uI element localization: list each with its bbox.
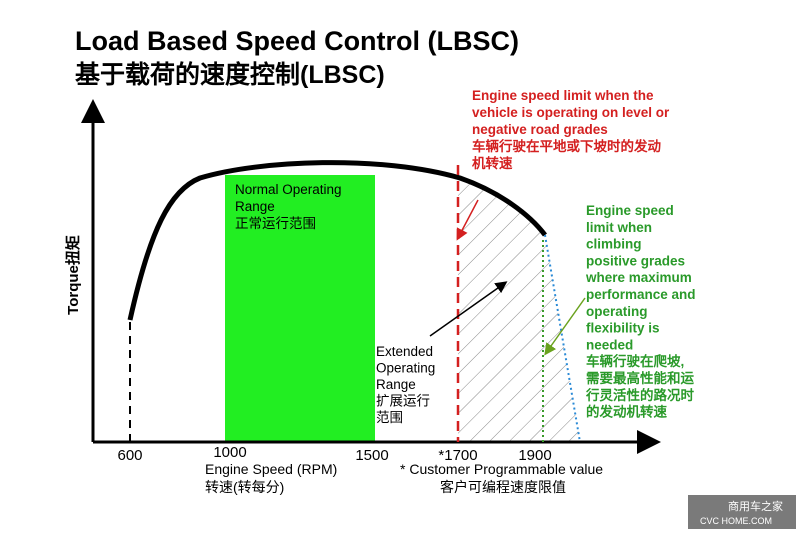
green-annotation: where maximum <box>585 270 692 285</box>
red-annotation: 车辆行驶在平地或下坡时的发动 <box>472 138 661 154</box>
x-tick-label: 1000 <box>213 444 246 461</box>
x-axis-label-cn: 转速(转每分) <box>205 479 284 495</box>
subtitle: 基于载荷的速度控制(LBSC) <box>75 60 385 89</box>
watermark-site: CVC HOME.COM <box>700 516 772 526</box>
extended-area <box>458 162 580 442</box>
red-annotation: Engine speed limit when the <box>472 88 654 103</box>
green-arrow <box>544 297 586 356</box>
green-annotation: 的发动机转速 <box>586 404 667 420</box>
green-annotation: climbing <box>586 237 642 252</box>
green-annotation: 行灵活性的路况时 <box>585 387 694 403</box>
extended-range-label: 范围 <box>376 410 403 425</box>
extended-arrow <box>429 281 508 337</box>
green-annotation: limit when <box>586 220 652 235</box>
torque-curve <box>127 160 547 321</box>
x-axis-label: Engine Speed (RPM) <box>205 461 337 477</box>
x-tick-label: *1700 <box>438 447 477 464</box>
red-arrow <box>456 199 479 241</box>
extended-range-label: Range <box>376 377 416 392</box>
extended-range-label: 扩展运行 <box>376 394 430 409</box>
extended-range-label: Operating <box>376 361 435 376</box>
y-axis-label: Torque扭矩 <box>64 235 82 315</box>
x-tick-label: 1900 <box>518 447 551 464</box>
green-annotation: performance and <box>586 287 696 302</box>
extended-range-label: Extended <box>376 344 433 359</box>
normal-range-label: Range <box>235 199 275 214</box>
green-annotation: Engine speed <box>586 203 674 218</box>
red-annotation: vehicle is operating on level or <box>472 105 670 120</box>
green-annotation: flexibility is <box>586 321 660 336</box>
normal-range-label: 正常运行范围 <box>235 216 316 231</box>
red-annotation: negative road grades <box>472 122 608 137</box>
normal-range-label: Normal Operating <box>235 182 342 197</box>
green-annotation: positive grades <box>586 253 685 268</box>
note: * Customer Programmable value <box>400 461 603 477</box>
title: Load Based Speed Control (LBSC) <box>75 26 519 56</box>
watermark-name: 商用车之家 <box>728 499 783 513</box>
note-cn: 客户可编程速度限值 <box>440 479 566 495</box>
normal-range <box>225 175 375 442</box>
x-tick-label: 600 <box>117 447 142 464</box>
green-annotation: 车辆行驶在爬坡, <box>586 353 684 369</box>
x-tick-label: 1500 <box>355 447 388 464</box>
green-annotation: 需要最高性能和运 <box>586 370 694 386</box>
red-annotation: 机转速 <box>472 155 513 171</box>
green-annotation: operating <box>586 304 648 319</box>
green-annotation: needed <box>586 337 633 352</box>
watermark-bg <box>688 495 796 529</box>
